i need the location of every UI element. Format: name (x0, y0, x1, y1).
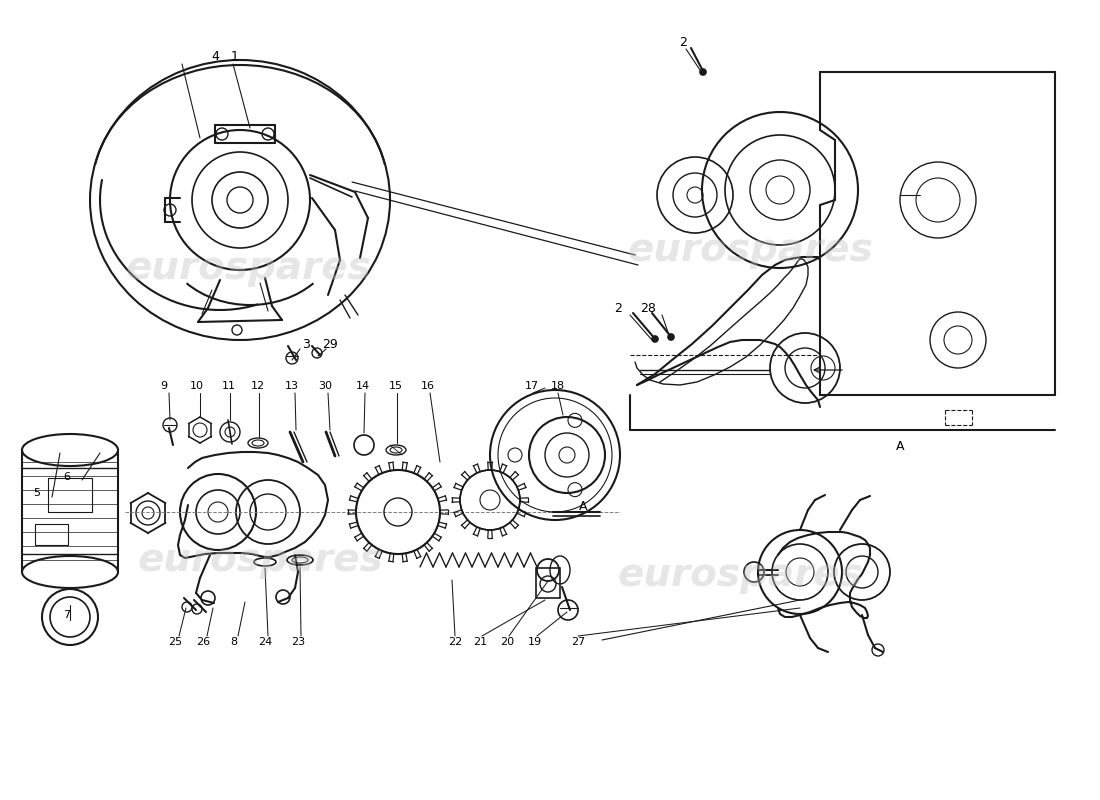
Text: eurospares: eurospares (617, 556, 862, 594)
Text: 1: 1 (231, 50, 239, 63)
Text: 9: 9 (161, 381, 167, 391)
Text: A: A (579, 501, 587, 514)
Text: 28: 28 (640, 302, 656, 314)
Text: 12: 12 (251, 381, 265, 391)
Text: 11: 11 (222, 381, 236, 391)
Text: 15: 15 (389, 381, 403, 391)
Text: 26: 26 (196, 637, 210, 647)
Circle shape (652, 336, 658, 342)
Text: 25: 25 (168, 637, 183, 647)
Circle shape (668, 334, 674, 340)
Text: 4: 4 (211, 50, 219, 63)
Text: 27: 27 (571, 637, 585, 647)
Text: 24: 24 (257, 637, 272, 647)
Text: 5: 5 (33, 488, 41, 498)
Bar (536, 568, 560, 598)
Text: 7: 7 (64, 610, 70, 620)
Text: 14: 14 (356, 381, 370, 391)
Text: 13: 13 (285, 381, 299, 391)
Text: 22: 22 (448, 637, 462, 647)
Text: 10: 10 (190, 381, 204, 391)
Text: eurospares: eurospares (125, 249, 371, 287)
Text: 29: 29 (322, 338, 338, 350)
Circle shape (700, 69, 706, 75)
Text: 3: 3 (302, 338, 310, 350)
Text: 16: 16 (421, 381, 434, 391)
Text: 2: 2 (679, 35, 686, 49)
Text: 21: 21 (473, 637, 487, 647)
Text: 18: 18 (551, 381, 565, 391)
Text: eurospares: eurospares (627, 231, 873, 269)
Text: A: A (895, 441, 904, 454)
Text: 19: 19 (528, 637, 542, 647)
Text: 6: 6 (64, 472, 70, 482)
Text: eurospares: eurospares (138, 541, 383, 579)
Text: 30: 30 (318, 381, 332, 391)
Text: 17: 17 (525, 381, 539, 391)
Text: 8: 8 (230, 637, 238, 647)
Text: 20: 20 (499, 637, 514, 647)
Text: 2: 2 (614, 302, 622, 314)
Text: 23: 23 (290, 637, 305, 647)
